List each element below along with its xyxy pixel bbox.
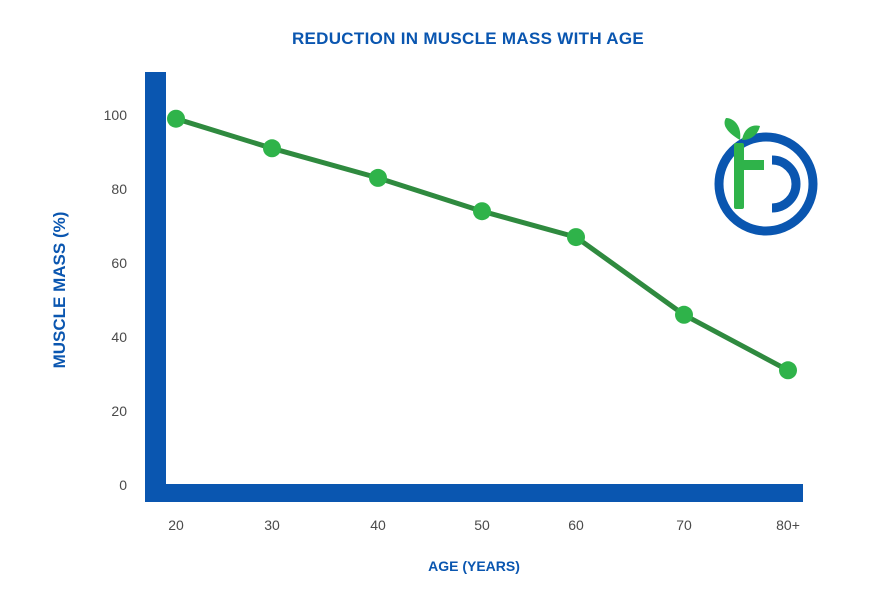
y-tick-label: 0 [119, 477, 127, 493]
y-tick-label: 100 [104, 107, 128, 123]
x-tick-label: 20 [168, 517, 184, 533]
chart-title: REDUCTION IN MUSCLE MASS WITH AGE [292, 29, 644, 48]
x-tick-label: 80+ [776, 517, 800, 533]
x-tick-label: 60 [568, 517, 584, 533]
logo-leaf-left [724, 118, 741, 140]
x-tick-label: 40 [370, 517, 386, 533]
data-point [167, 109, 185, 128]
leaf-logo-icon [714, 118, 818, 236]
y-tick-label: 80 [111, 181, 127, 197]
x-axis-line [145, 484, 803, 502]
y-tick-label: 20 [111, 403, 127, 419]
data-point [473, 202, 491, 221]
logo-crossbar [734, 160, 764, 170]
data-point [567, 228, 585, 247]
data-point [675, 305, 693, 324]
data-point [779, 361, 797, 380]
data-point [263, 139, 281, 158]
x-tick-label: 70 [676, 517, 692, 533]
y-tick-label: 40 [111, 329, 127, 345]
y-axis-label: MUSCLE MASS (%) [50, 212, 69, 369]
y-tick-label: 60 [111, 255, 127, 271]
y-axis-line [145, 72, 166, 502]
logo-outer-ring [714, 132, 818, 236]
x-tick-label: 30 [264, 517, 280, 533]
data-point [369, 168, 387, 187]
x-tick-label: 50 [474, 517, 490, 533]
x-axis-label: AGE (YEARS) [428, 558, 520, 574]
y-tick-labels: 0 20 40 60 80 100 [104, 107, 128, 493]
series-line [175, 116, 790, 373]
series-layer [167, 109, 797, 380]
logo-inner-arc [771, 155, 801, 213]
logo-leaf-right [742, 125, 760, 140]
x-tick-labels: 20 30 40 50 60 70 80+ [168, 517, 800, 533]
logo-stem [734, 143, 744, 209]
